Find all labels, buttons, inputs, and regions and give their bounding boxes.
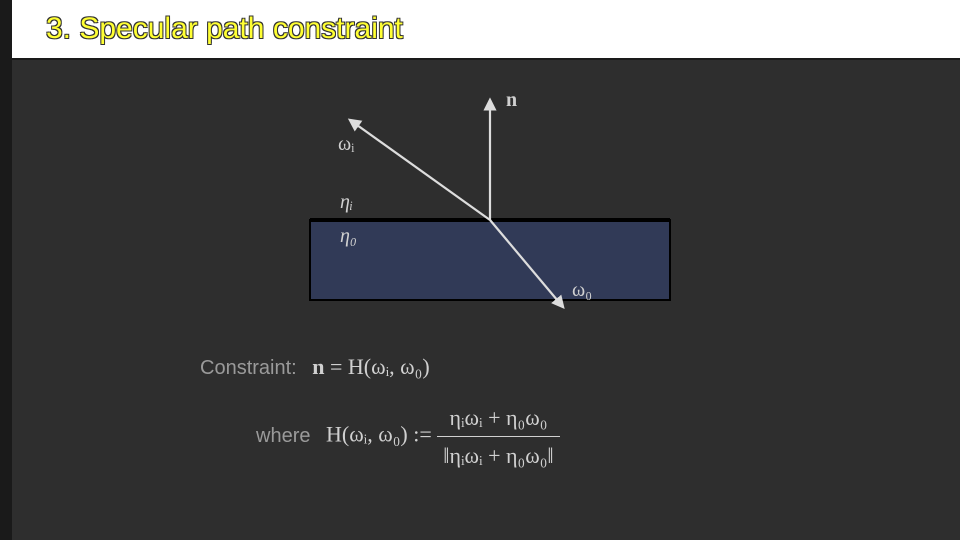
fraction-denominator: ‖ηᵢωᵢ + η₀ω₀‖ bbox=[437, 437, 559, 472]
constraint-line: Constraint: n = H(ωᵢ, ω₀) bbox=[200, 350, 560, 383]
title-band: 3. Specular path constraint bbox=[12, 0, 960, 60]
equations-block: Constraint: n = H(ωᵢ, ω₀) where H(ωᵢ, ω₀… bbox=[200, 350, 560, 472]
refraction-diagram: n ωᵢ ω₀ ηᵢ η₀ bbox=[250, 80, 710, 330]
where-label: where bbox=[256, 425, 310, 447]
vector-label-n: n bbox=[506, 89, 517, 111]
label-eta_i: ηᵢ bbox=[340, 191, 353, 213]
label-eta_o: η₀ bbox=[340, 225, 357, 247]
slide-sidebar bbox=[0, 0, 12, 540]
constraint-label: Constraint: bbox=[200, 357, 297, 379]
slide-title: 3. Specular path constraint bbox=[46, 12, 403, 46]
constraint-lhs: n bbox=[312, 354, 324, 379]
diagram-svg: n ωᵢ ω₀ ηᵢ η₀ bbox=[250, 80, 710, 330]
where-lhs: H(ωᵢ, ω₀) := bbox=[326, 422, 432, 447]
where-line: where H(ωᵢ, ω₀) := ηᵢωᵢ + η₀ω₀ ‖ηᵢωᵢ + η… bbox=[256, 401, 560, 472]
half-vector-fraction: ηᵢωᵢ + η₀ω₀ ‖ηᵢωᵢ + η₀ω₀‖ bbox=[437, 401, 559, 472]
vector-label-wo: ω₀ bbox=[572, 279, 592, 301]
vector-label-wi: ωᵢ bbox=[338, 133, 355, 155]
fraction-numerator: ηᵢωᵢ + η₀ω₀ bbox=[437, 401, 559, 437]
constraint-rhs: = H(ωᵢ, ω₀) bbox=[330, 354, 430, 379]
